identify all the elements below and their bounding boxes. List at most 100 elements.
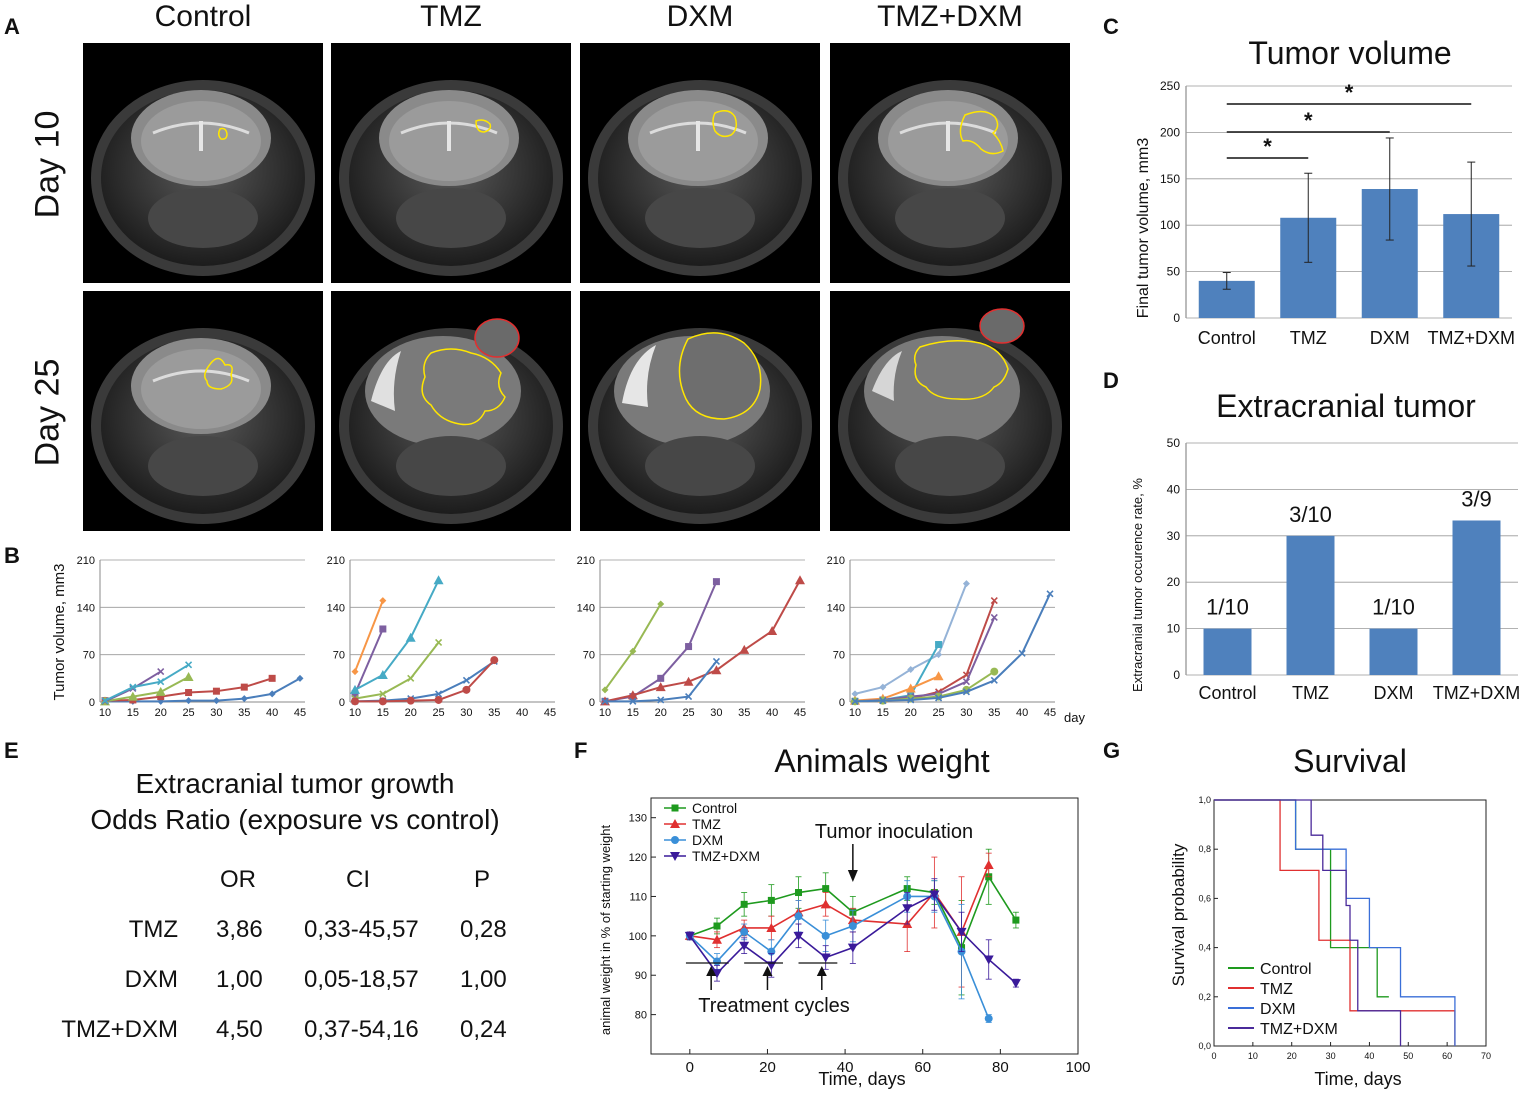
b-xtick-label: 25 <box>432 707 444 719</box>
b-series-line <box>104 676 190 703</box>
c-ylabel: Final tumor volume, mm3 <box>1135 138 1152 319</box>
e-row-or: 1,00 <box>216 966 263 993</box>
f-xtick-label: 0 <box>686 1059 694 1076</box>
e-header-or: OR <box>220 866 256 893</box>
f-point <box>711 934 722 944</box>
g-xtick-label: 50 <box>1403 1051 1413 1061</box>
panel-f-chart: Animals weight animal weight in % of sta… <box>598 743 1091 1089</box>
e-row-ci: 0,33-45,57 <box>304 916 419 943</box>
b-xtick-label: 25 <box>682 707 694 719</box>
f-point <box>902 904 913 914</box>
b-point <box>1046 590 1054 598</box>
b-xtick-label: 40 <box>266 707 278 719</box>
b-point <box>767 626 778 635</box>
e-row-p: 0,28 <box>460 916 507 943</box>
b-series-line <box>354 600 384 672</box>
e-row-or: 4,50 <box>216 1016 263 1043</box>
b-ytick-label: 210 <box>827 555 845 567</box>
g-xtick-label: 70 <box>1481 1051 1491 1061</box>
f-point <box>983 955 994 965</box>
f-point <box>795 889 803 897</box>
b-series-line <box>354 641 440 700</box>
b-point <box>629 697 637 705</box>
c-ytick-label: 150 <box>1160 172 1180 186</box>
b-point <box>962 580 970 588</box>
panel-letter-a: A <box>4 14 20 39</box>
b-xtick-label: 10 <box>599 707 611 719</box>
b-point <box>711 665 722 675</box>
b-point <box>101 697 109 705</box>
f-legend-marker <box>670 852 680 861</box>
mri-dxm-day25 <box>580 291 820 531</box>
mri-tmz-dxm-day10 <box>830 43 1070 283</box>
e-header-p: P <box>474 866 491 893</box>
b-xlabel: day <box>1064 710 1085 725</box>
d-category-label: Control <box>1198 683 1256 703</box>
b-xtick-label: 45 <box>544 707 556 719</box>
b-series-line <box>105 677 301 703</box>
f-treatment-arrowhead <box>816 966 827 976</box>
b-xtick-label: 40 <box>766 707 778 719</box>
b-point <box>462 685 471 694</box>
b-plot-3: 0 70 140 210 10 15 20 25 30 35 40 45 <box>827 555 1056 719</box>
b-point <box>935 641 943 649</box>
b-point <box>157 678 165 686</box>
b-point <box>712 578 720 586</box>
panel-b-chart: Tumor volume, mm3 0 70 140 210 10 15 20 25 30 35 4… <box>51 555 1085 725</box>
g-xtick-label: 40 <box>1364 1051 1374 1061</box>
b-point <box>739 644 750 654</box>
b-xtick-label: 15 <box>877 707 889 719</box>
c-significance-star: * <box>1345 80 1354 105</box>
d-title: Extracranial tumor <box>1216 388 1476 424</box>
b-xtick-label: 45 <box>1044 707 1056 719</box>
panel-letter-g: G <box>1103 738 1121 763</box>
f-xtick-label: 80 <box>992 1059 1009 1076</box>
b-point <box>268 674 276 682</box>
b-point <box>851 697 859 705</box>
f-point <box>820 899 831 909</box>
b-xtick-label: 30 <box>710 707 722 719</box>
b-xtick-label: 20 <box>655 707 667 719</box>
b-xtick-label: 45 <box>294 707 306 719</box>
b-point <box>434 695 443 704</box>
f-legend-marker <box>670 819 680 828</box>
d-plot: 0 10 20 30 40 50 1/10 Control 3/10 TMZ 1/10 DXM 3/9 T… <box>1167 436 1520 703</box>
f-point <box>793 931 804 941</box>
g-series-line <box>1214 799 1456 1046</box>
b-xtick-label: 35 <box>988 707 1000 719</box>
f-series-line <box>689 893 1017 984</box>
f-point <box>820 953 831 963</box>
b-point <box>851 690 859 698</box>
c-ytick-label: 0 <box>1173 311 1180 325</box>
b-point <box>629 647 637 655</box>
c-title: Tumor volume <box>1248 35 1451 71</box>
b-xtick-label: 10 <box>349 707 361 719</box>
b-point <box>907 666 915 674</box>
b-point <box>905 683 916 693</box>
column-header-tmz-dxm: TMZ+DXM <box>877 0 1023 33</box>
b-point <box>601 686 609 694</box>
b-xtick-label: 35 <box>238 707 250 719</box>
b-point <box>657 600 665 608</box>
e-row-label: TMZ+DXM <box>61 1016 178 1043</box>
f-treatment-arrowhead <box>762 966 773 976</box>
f-point <box>712 957 721 966</box>
g-ytick-label: 0,8 <box>1198 844 1211 854</box>
b-point <box>933 671 944 681</box>
d-ytick-label: 50 <box>1167 436 1181 450</box>
b-point <box>350 684 360 694</box>
b-point <box>240 683 248 691</box>
b-xtick-label: 10 <box>99 707 111 719</box>
d-ytick-label: 40 <box>1167 482 1181 496</box>
f-plot: 80 90 100 110 120 130 0 20 40 60 80 100 ControlTMZDX… <box>629 797 1091 1076</box>
d-bar-label: 3/9 <box>1461 486 1492 511</box>
b-series-line <box>854 593 1051 703</box>
b-xtick-label: 20 <box>905 707 917 719</box>
b-series-line <box>355 659 496 703</box>
f-annotation-treatment: Treatment cycles <box>698 995 850 1017</box>
column-header-dxm: DXM <box>666 0 734 33</box>
f-legend-label: TMZ+DXM <box>692 848 760 864</box>
f-point <box>740 927 749 936</box>
d-category-label: TMZ+DXM <box>1433 683 1520 703</box>
b-point <box>879 697 887 705</box>
